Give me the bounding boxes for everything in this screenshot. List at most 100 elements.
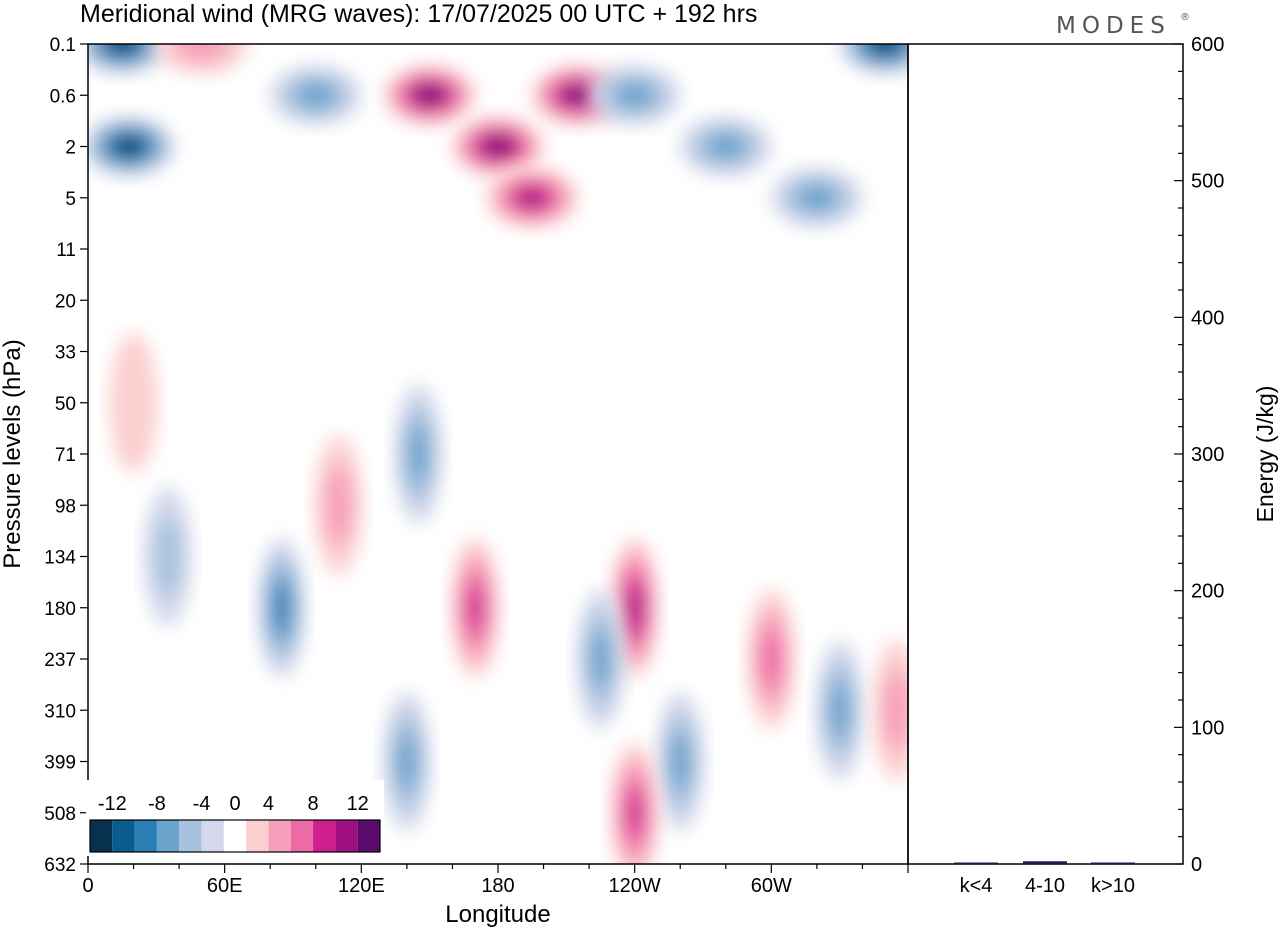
wind-feature [314,435,363,576]
wind-feature [257,537,306,678]
wind-contour-level [408,425,429,483]
y-tick-label: 98 [55,496,76,517]
wind-contour-level [567,88,588,102]
wind-feature [872,640,908,781]
energy-axis: 0 100 200 300 400 500 600 [1174,34,1224,876]
colorbar-label: -4 [193,793,211,815]
wind-feature [486,167,579,228]
y-tick-label: 71 [55,445,76,466]
wind-contour-level [761,630,782,688]
wind-contour-level [615,82,654,108]
x-tick-label: 120W [609,875,661,897]
y-tick-label: 2 [65,138,76,159]
wind-feature [451,537,500,678]
wind-contour-level [109,332,158,473]
y-tick-label: 20 [55,291,76,312]
y-tick-label: 399 [44,753,76,774]
colorbar-label: 12 [347,793,369,815]
colorbar-label: -12 [98,793,127,815]
wind-feature [382,691,431,832]
wind-feature [143,486,192,627]
colorbar-swatch [179,820,202,852]
chart-title: Meridional wind (MRG waves): 17/07/2025 … [80,0,757,28]
wind-feature [610,742,659,864]
wind-feature [155,44,248,74]
y-tick-label: 33 [55,343,76,364]
wind-feature [770,167,863,228]
wind-feature [383,65,476,126]
wind-feature [269,65,362,126]
energy-bar [954,862,998,864]
wind-contour-level [797,185,836,211]
x-tick-label: 120E [338,875,385,897]
wind-feature [394,384,443,524]
wind-feature [88,116,175,177]
colorbar-label: -8 [148,793,166,815]
wind-feature [109,332,158,473]
wind-contour-level [273,585,290,631]
wind-contour-level [467,585,483,631]
colorbar-label: 4 [263,793,274,815]
wind-contour-level [153,515,182,598]
wind-contour-level [882,669,908,752]
wind-feature [576,589,625,729]
y-tick-label: 134 [44,548,76,569]
y-tick-label: 310 [44,701,76,722]
x-tick-label: 0 [82,875,93,897]
wind-feature [452,116,544,177]
energy-frame [907,43,1184,865]
colorbar-swatch [357,820,380,852]
wind-contours [88,44,908,864]
colorbar-swatch [112,820,135,852]
x-axis-label: Longitude [445,901,550,928]
energy-panel: 0 100 200 300 400 500 600 k<4 4-10 k>10 Energy (… [907,34,1278,897]
wind-contour-level [175,44,229,62]
colorbar-swatch [290,820,314,852]
energy-categories: k<4 4-10 k>10 [960,875,1135,897]
wind-contour-level [627,790,643,836]
wind-contour-level [397,732,417,791]
wind-contour-level [419,88,440,102]
wind-contour-level [487,139,509,154]
energy-tick-label: 600 [1191,34,1224,56]
wind-contour-level [875,44,896,51]
wind-feature [815,640,864,781]
colorbar-frame [89,819,381,853]
energy-bars [954,861,1135,864]
x-tick-label: 60W [751,875,792,897]
energy-tick-label: 200 [1191,581,1224,603]
wind-contour-level [520,189,545,206]
wind-contour-level [112,44,133,51]
colorbar-swatch [156,820,180,852]
energy-tick-label: 400 [1191,307,1224,329]
y-tick-label: 5 [65,189,76,210]
wind-contour-level [628,589,641,626]
wind-contour-level [324,464,353,547]
y-tick-label: 632 [44,855,76,876]
colorbar-swatch [313,820,336,852]
wind-contour-level [706,134,745,159]
colorbar-swatch [223,820,247,852]
y-tick-label: 0.6 [50,86,76,107]
colorbar-label: 8 [308,793,319,815]
wind-contour-level [829,681,850,740]
y-axis-label: Pressure levels (hPa) [0,339,26,568]
energy-category-label: 4-10 [1025,875,1065,897]
colorbar: -12 -8 -4 0 4 8 12 [86,780,384,856]
colorbar-swatch [335,820,358,852]
y-tick-label: 11 [56,240,76,261]
wind-feature [839,44,908,74]
energy-tick-label: 0 [1191,854,1202,876]
wind-contour-level [670,732,691,791]
wind-contour-level [590,630,611,688]
energy-bar [1023,861,1067,864]
wind-feature [747,589,796,729]
pressure-axis: 0.1 0.6 2 5 11 20 33 50 71 98 134 180 237 310 399 508 63… [44,35,88,876]
energy-category-label: k<4 [960,875,993,897]
energy-tick-label: 300 [1191,444,1224,466]
colorbar-swatch [134,820,157,852]
colorbar-swatch [246,820,269,852]
x-tick-label: 60E [207,875,243,897]
energy-tick-label: 500 [1191,171,1224,193]
